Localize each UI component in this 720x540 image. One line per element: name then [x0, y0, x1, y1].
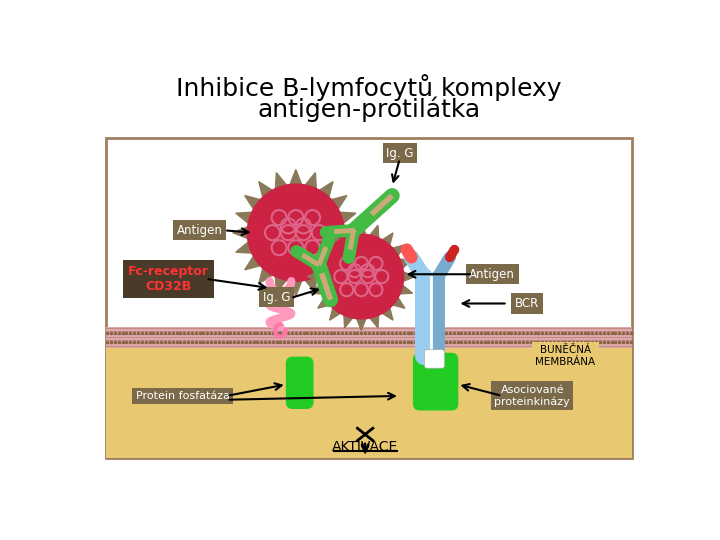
- FancyBboxPatch shape: [431, 353, 459, 410]
- Text: antigen-protilátka: antigen-protilátka: [258, 97, 480, 122]
- FancyBboxPatch shape: [425, 350, 444, 368]
- Bar: [106, 327, 632, 348]
- Text: BUNĚČNÁ
MEMBRÁNA: BUNĚČNÁ MEMBRÁNA: [535, 345, 595, 367]
- Text: AKTIVACE: AKTIVACE: [332, 441, 398, 455]
- Text: BCR: BCR: [515, 297, 539, 310]
- Text: Fc-receptor
CD32B: Fc-receptor CD32B: [128, 265, 210, 293]
- FancyBboxPatch shape: [413, 353, 441, 410]
- FancyBboxPatch shape: [286, 356, 314, 409]
- Text: Asociované
proteinkinázy: Asociované proteinkinázy: [495, 385, 570, 407]
- Text: Antigen: Antigen: [176, 224, 222, 237]
- Polygon shape: [233, 170, 359, 296]
- Bar: [106, 348, 632, 457]
- Polygon shape: [307, 222, 415, 330]
- Text: Protein fosfatáza: Protein fosfatáza: [135, 391, 230, 401]
- Text: Antigen: Antigen: [469, 268, 515, 281]
- Circle shape: [319, 234, 404, 319]
- Text: Inhibice B-lymfocytů komplexy: Inhibice B-lymfocytů komplexy: [176, 75, 562, 102]
- Circle shape: [248, 184, 344, 281]
- Text: Ig. G: Ig. G: [263, 291, 290, 304]
- Text: Ig. G: Ig. G: [386, 147, 413, 160]
- FancyBboxPatch shape: [106, 138, 632, 457]
